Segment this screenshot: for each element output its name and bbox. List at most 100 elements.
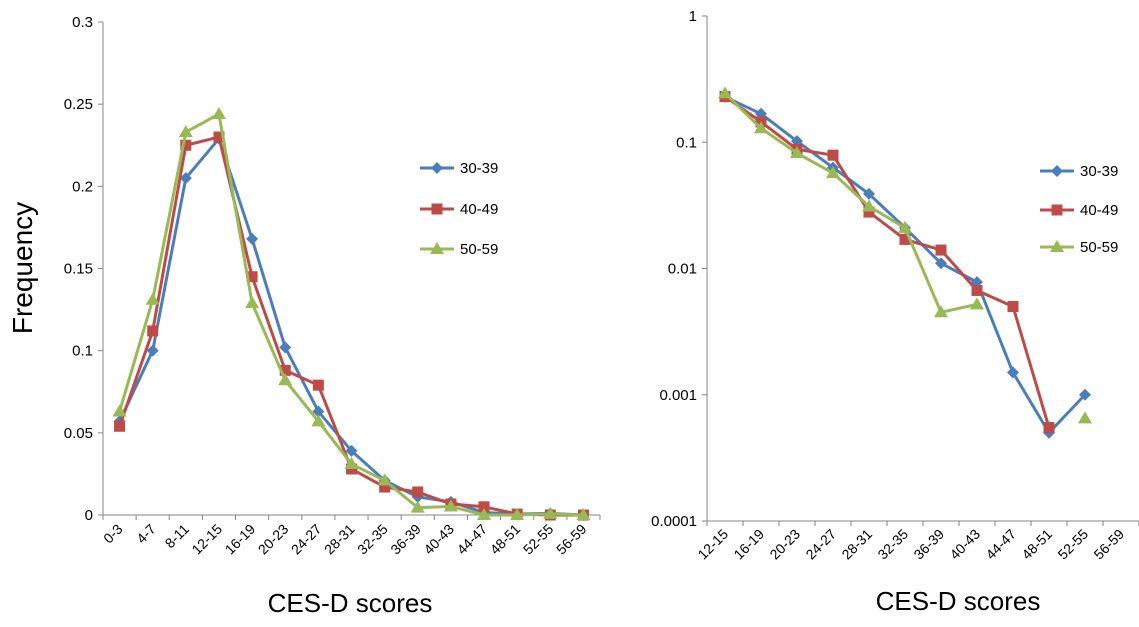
x-axis-title: CES-D scores — [268, 588, 433, 618]
legend-marker — [1051, 165, 1063, 177]
data-point — [279, 341, 292, 354]
data-point — [1079, 388, 1091, 401]
series-line — [724, 95, 1087, 435]
legend-label: 40-49 — [460, 201, 498, 218]
data-point — [410, 500, 425, 513]
data-point — [827, 149, 839, 161]
x-tick-label: 12-15 — [188, 521, 225, 558]
x-tick-label: 44-47 — [454, 521, 491, 558]
legend-label: 30-39 — [460, 160, 498, 177]
x-tick-label: 32-35 — [354, 521, 391, 558]
data-point — [145, 292, 160, 305]
right-chart-log: 0.0001 0.001 0.01 0.1 1 12-15 16-19 20-23 24-27 2… — [651, 8, 1139, 616]
legend-label: 50-59 — [1080, 239, 1118, 256]
data-point — [971, 284, 983, 296]
data-point — [211, 107, 226, 120]
legend-item: 50-59 — [1040, 239, 1118, 256]
legend-item: 30-39 — [420, 160, 498, 177]
legend-marker — [431, 162, 443, 174]
legend-marker — [1050, 240, 1064, 252]
x-tick-label: 24-27 — [288, 521, 325, 558]
data-point — [826, 166, 840, 179]
x-tick-label: 56-59 — [553, 521, 590, 558]
x-tick-label: 12-15 — [694, 526, 731, 563]
x-tick-label: 28-31 — [321, 521, 358, 558]
data-point — [312, 379, 324, 391]
y-tick-label: 0.25 — [64, 96, 93, 113]
data-point — [970, 297, 984, 310]
x-tick-label: 36-39 — [387, 521, 424, 558]
data-point — [899, 233, 911, 245]
data-point — [312, 405, 325, 418]
x-tick-label: 52-55 — [1054, 526, 1091, 563]
data-point — [377, 473, 392, 486]
data-point — [754, 121, 768, 134]
data-point — [179, 172, 192, 185]
data-point — [246, 232, 259, 245]
data-point — [863, 187, 875, 200]
data-point — [278, 373, 293, 386]
data-point — [345, 444, 358, 457]
data-point — [478, 501, 490, 513]
x-tick-label: 28-31 — [838, 526, 875, 563]
data-point — [412, 486, 424, 498]
x-tick-label: 16-19 — [730, 526, 767, 563]
x-tick-label: 52-55 — [520, 521, 557, 558]
y-tick-label: 0.001 — [659, 387, 697, 404]
data-point — [1043, 422, 1055, 434]
data-point — [147, 325, 159, 337]
data-point — [863, 206, 875, 218]
x-tick-label: 20-23 — [255, 521, 292, 558]
data-point — [1007, 366, 1019, 379]
x-tick-label: 40-43 — [420, 521, 457, 558]
y-tick-label: 1 — [689, 8, 697, 25]
data-point — [477, 508, 492, 520]
series-40-49 — [719, 91, 1055, 434]
data-point — [934, 305, 948, 318]
y-tick-label: 0.05 — [64, 425, 93, 442]
data-point — [862, 199, 876, 212]
data-point — [935, 244, 947, 256]
data-point — [379, 481, 391, 493]
data-point — [344, 457, 359, 470]
y-tick-label: 0.1 — [676, 134, 697, 151]
x-tick-label: 48-51 — [487, 521, 524, 558]
data-point — [898, 220, 912, 233]
legend-label: 50-59 — [460, 241, 498, 258]
y-tick-label: 0.1 — [72, 343, 93, 360]
data-point — [213, 131, 225, 143]
data-point — [180, 139, 192, 151]
legend-item: 40-49 — [1040, 202, 1118, 219]
y-tick-label: 0.15 — [64, 261, 93, 278]
x-tick-label: 0-3 — [100, 521, 126, 547]
x-tick-label: 44-47 — [982, 526, 1019, 563]
x-tick-label: 20-23 — [766, 526, 803, 563]
data-point — [1007, 301, 1019, 313]
data-point — [576, 508, 591, 520]
series-50-59 — [718, 86, 1092, 424]
y-axis-title: Frequency — [7, 202, 38, 334]
data-point — [311, 414, 326, 427]
x-tick-label: 4-7 — [133, 521, 159, 547]
x-axis-title: CES-D scores — [876, 586, 1041, 616]
x-tick-label: 56-59 — [1090, 526, 1127, 563]
data-point — [718, 86, 732, 99]
y-tick-label: 0.2 — [72, 178, 93, 195]
data-point — [510, 508, 525, 520]
data-point — [935, 257, 947, 270]
legend-label: 40-49 — [1080, 202, 1118, 219]
data-point — [1078, 411, 1092, 424]
legend-item: 40-49 — [420, 201, 498, 218]
x-tick-label: 36-39 — [910, 526, 947, 563]
y-tick-label: 0.0001 — [651, 513, 697, 530]
data-point — [245, 296, 260, 309]
x-tick-label: 8-11 — [162, 521, 193, 552]
series-30-39 — [719, 90, 1091, 439]
legend-item: 30-39 — [1040, 163, 1118, 180]
legend-marker — [430, 242, 444, 254]
legend-marker — [1051, 204, 1063, 216]
y-tick-label: 0.3 — [72, 14, 93, 31]
x-tick-label: 24-27 — [802, 526, 839, 563]
data-point — [112, 404, 127, 417]
